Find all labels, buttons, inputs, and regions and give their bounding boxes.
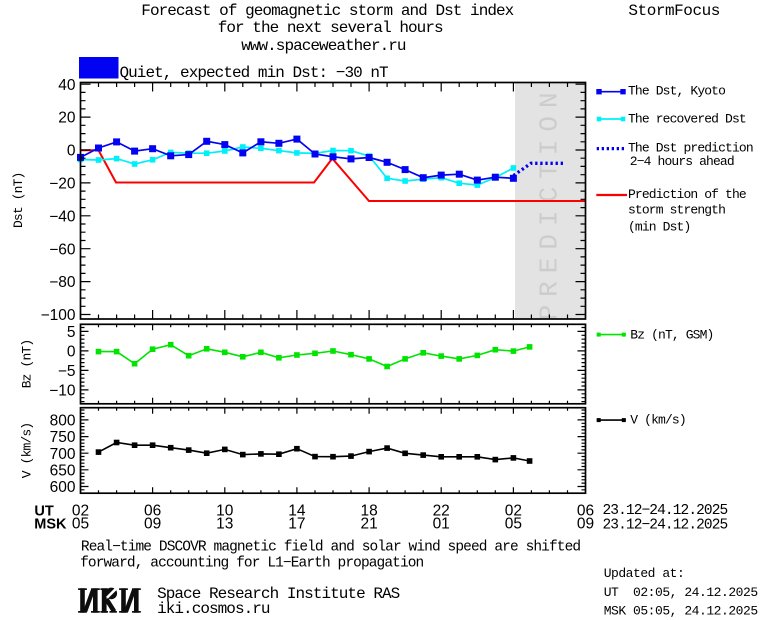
svg-text:−100: −100 (41, 307, 76, 324)
svg-text:23.12−24.12.2025: 23.12−24.12.2025 (603, 518, 728, 534)
svg-text:23.12−24.12.2025: 23.12−24.12.2025 (603, 503, 728, 519)
svg-text:05: 05 (505, 515, 522, 532)
svg-text:PREDICTION: PREDICTION (535, 84, 565, 320)
svg-text:Prediction of the: Prediction of the (628, 187, 746, 202)
svg-text:V (km/s): V (km/s) (20, 423, 35, 478)
svg-text:700: 700 (50, 446, 76, 463)
svg-text:Bz (nT): Bz (nT) (20, 340, 35, 389)
svg-text:storm strength: storm strength (628, 203, 725, 218)
svg-text:06: 06 (144, 503, 161, 520)
svg-text:−40: −40 (49, 208, 76, 225)
svg-text:The Dst, Kyoto: The Dst, Kyoto (628, 84, 725, 99)
svg-text:0: 0 (67, 143, 76, 160)
svg-text:20: 20 (58, 110, 76, 127)
svg-text:iki.cosmos.ru: iki.cosmos.ru (157, 600, 270, 618)
svg-text:09: 09 (144, 515, 161, 532)
svg-text:Real−time DSCOVR magnetic fiel: Real−time DSCOVR magnetic field and sola… (81, 540, 580, 556)
svg-text:800: 800 (50, 413, 76, 430)
svg-text:17: 17 (288, 515, 305, 532)
svg-text:02: 02 (505, 503, 522, 520)
svg-text:09: 09 (577, 515, 594, 532)
svg-text:www.spaceweather.ru: www.spaceweather.ru (241, 37, 406, 55)
svg-text:V (km/s): V (km/s) (630, 413, 685, 428)
svg-text:0: 0 (67, 344, 76, 361)
svg-text:650: 650 (50, 462, 76, 479)
svg-text:2−4 hours ahead: 2−4 hours ahead (630, 154, 734, 169)
svg-text:14: 14 (288, 503, 306, 520)
svg-text:600: 600 (50, 479, 76, 496)
svg-text:5: 5 (67, 324, 76, 341)
svg-text:21: 21 (360, 515, 377, 532)
svg-text:Dst (nT): Dst (nT) (11, 173, 26, 228)
svg-text:01: 01 (433, 515, 450, 532)
svg-text:750: 750 (50, 429, 76, 446)
svg-text:−20: −20 (49, 176, 76, 193)
svg-text:Updated at:: Updated at: (604, 566, 685, 581)
svg-text:Bz (nT, GSM): Bz (nT, GSM) (630, 327, 713, 342)
svg-text:10: 10 (216, 503, 234, 520)
svg-text:for the next several hours: for the next several hours (218, 19, 443, 37)
svg-text:Space Research Institute RAS: Space Research Institute RAS (157, 585, 400, 603)
svg-text:−60: −60 (49, 241, 76, 258)
svg-text:StormFocus: StormFocus (628, 2, 720, 20)
svg-text:UT 02:05, 24.12.2025: UT 02:05, 24.12.2025 (604, 585, 758, 600)
svg-text:MSK 05:05, 24.12.2025: MSK 05:05, 24.12.2025 (604, 604, 758, 619)
svg-text:UT: UT (34, 504, 53, 520)
svg-text:−80: −80 (49, 274, 76, 291)
svg-text:05: 05 (72, 515, 89, 532)
svg-text:(min Dst): (min Dst) (628, 220, 690, 235)
svg-text:40: 40 (58, 77, 76, 94)
svg-text:06: 06 (577, 503, 594, 520)
svg-text:forward, accounting for L1−Ear: forward, accounting for L1−Earth propaga… (80, 555, 423, 571)
svg-text:02: 02 (72, 503, 89, 520)
svg-text:18: 18 (360, 503, 377, 520)
svg-text:Quiet, expected min Dst: −30 n: Quiet, expected min Dst: −30 nT (120, 64, 389, 82)
svg-text:13: 13 (216, 515, 233, 532)
svg-text:22: 22 (433, 503, 450, 520)
svg-text:−10: −10 (49, 383, 76, 400)
svg-text:MSK: MSK (34, 516, 67, 532)
svg-text:The Dst prediction: The Dst prediction (628, 141, 753, 156)
svg-text:Forecast of geomagnetic storm: Forecast of geomagnetic storm and Dst in… (141, 2, 513, 20)
svg-text:The recovered Dst: The recovered Dst (628, 112, 746, 127)
svg-text:−5: −5 (58, 363, 76, 380)
